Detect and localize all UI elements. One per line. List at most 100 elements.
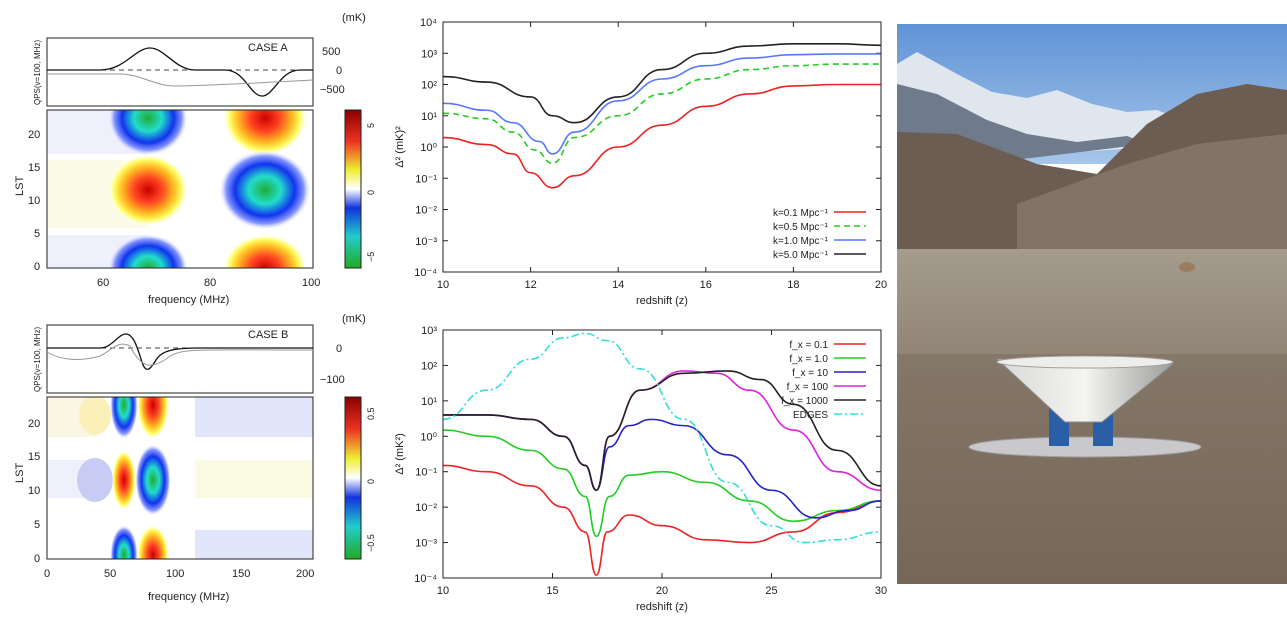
- bl-blob-soft: [79, 397, 111, 435]
- top-chart-ytick-label: 10⁻³: [415, 236, 437, 248]
- bottom-chart-series-line: [443, 414, 882, 519]
- bottom-chart-legend-label: EDGES: [793, 410, 828, 421]
- tl-case-label: CASE A: [248, 42, 288, 54]
- bl-blob-blue: [110, 397, 138, 439]
- bottom-chart-ytick-label: 10⁻²: [415, 502, 437, 514]
- top-chart-ytick-label: 10²: [421, 80, 437, 92]
- top-chart-ytick-label: 10⁰: [420, 142, 437, 154]
- bl-xtick: 50: [104, 568, 116, 580]
- bottom-chart-ytick-label: 10³: [421, 325, 437, 337]
- top-chart-ytick-label: 10³: [421, 48, 437, 60]
- ground-plane: [968, 436, 1202, 458]
- top-chart-xtick-label: 10: [437, 279, 449, 291]
- top-chart-plot-frame: [442, 21, 882, 273]
- bottom-chart-ytick-label: 10⁻³: [415, 538, 437, 550]
- tl-colorbar: [344, 109, 362, 269]
- top-chart-xlabel: redshift (z): [636, 295, 688, 307]
- bottom-chart-xtick-label: 15: [546, 585, 558, 597]
- top-chart-xtick-label: 16: [700, 279, 712, 291]
- tl-heat-ytick: 20: [28, 129, 40, 141]
- bl-heat-ytick: 10: [28, 485, 40, 497]
- bl-colorbar-tick: 0: [366, 479, 376, 484]
- tl-blob-blue: [219, 150, 311, 230]
- bl-heat-ytick: 5: [34, 519, 40, 531]
- bl-blob-soft: [77, 458, 113, 502]
- tl-dotted-curve: [47, 73, 314, 87]
- bottom-chart-xtick-label: 10: [437, 585, 449, 597]
- top-chart-series-line: [442, 53, 881, 155]
- top-chart-series-line: [442, 43, 882, 124]
- tl-colorbar-tick: 5: [366, 123, 376, 128]
- top-chart-xtick-label: 18: [787, 279, 799, 291]
- tl-line-ylabel: QPS(ν=100, MHz): [33, 40, 42, 105]
- tl-line-tick-1: 0: [336, 65, 342, 77]
- bottom-chart-legend-label: f_x = 100: [787, 382, 829, 393]
- bl-xtick: 100: [166, 568, 184, 580]
- top-chart-ylabel: Δ² (mK)²: [394, 126, 406, 168]
- bl-case-label: CASE B: [248, 329, 288, 341]
- bl-dotted-curve: [46, 343, 314, 366]
- bottom-left-panel: CASE B (mK) QPS(ν=100, MHz) 0 −100 LST 2…: [14, 313, 376, 603]
- tl-xtick: 80: [204, 277, 216, 289]
- bl-heatmap-frame: [46, 396, 314, 560]
- bottom-chart-series-line: [442, 332, 882, 544]
- bottom-chart-ylabel: Δ² (mK²): [394, 433, 406, 475]
- bl-line-frame: [46, 324, 314, 394]
- tl-blob-red: [223, 234, 307, 268]
- tl-blob-blue: [108, 234, 188, 268]
- tl-solid-curve: [47, 47, 313, 97]
- bottom-chart-series-line: [442, 429, 882, 538]
- tl-colorbar-tick: −5: [366, 252, 376, 262]
- bottom-chart-ytick-label: 10⁻⁴: [414, 573, 437, 585]
- bottom-chart-series-line: [442, 464, 882, 576]
- tl-xlabel: frequency (MHz): [148, 294, 229, 306]
- bottom-chart-ytick-label: 10²: [421, 360, 437, 372]
- hill-light: [1017, 134, 1287, 254]
- bl-line-tick-0: 0: [336, 343, 342, 355]
- power-spectrum-k-chart: 10⁻⁴ 10⁻³ 10⁻² 10⁻¹ 10⁰ 10¹ 10² 10³ 10⁴ 10 12 14 16 1…: [394, 17, 887, 307]
- bottom-chart-ytick-label: 10⁰: [420, 431, 437, 443]
- bottom-chart-legend-label: f_x = 1.0: [789, 354, 828, 365]
- bl-blob-red: [112, 450, 136, 510]
- tl-blob-red: [108, 154, 188, 226]
- bl-blob-blue: [135, 444, 171, 516]
- tl-colorbar-tick: 0: [366, 190, 376, 195]
- tl-line-frame: [46, 37, 314, 107]
- bl-line-ylabel: QPS(ν=100, MHz): [33, 327, 42, 392]
- bl-colorbar: [344, 396, 362, 560]
- bottom-chart-legend-label: f_x = 1000: [781, 396, 828, 407]
- tl-xtick: 100: [302, 277, 320, 289]
- bl-unit: (mK): [342, 313, 366, 325]
- top-chart-ytick-label: 10⁻²: [415, 205, 437, 217]
- bl-heat-ytick: 15: [28, 451, 40, 463]
- top-chart-xtick-label: 20: [875, 279, 887, 291]
- tl-line-tick-2: −500: [320, 84, 345, 96]
- bl-band: [195, 397, 313, 437]
- tl-heatmap-frame: [46, 109, 314, 269]
- tl-heat-ylabel: LST: [14, 176, 26, 196]
- tl-xtick: 60: [97, 277, 109, 289]
- top-chart-ytick-label: 10⁻¹: [415, 173, 437, 185]
- bl-blob-red: [137, 397, 169, 439]
- top-left-panel: CASE A (mK) QPS(ν=100, MHz) 500 0 −500 L…: [14, 12, 376, 306]
- top-chart-legend-label: k=1.0 Mpc⁻¹: [773, 236, 829, 247]
- top-chart-legend-label: k=5.0 Mpc⁻¹: [773, 250, 829, 261]
- bl-colorbar-tick: −0.5: [366, 534, 376, 552]
- tl-heat-ytick: 0: [34, 261, 40, 273]
- top-chart-legend-label: k=0.1 Mpc⁻¹: [773, 208, 829, 219]
- bl-colorbar-tick: 0.5: [366, 407, 376, 420]
- top-chart-legend-label: k=0.5 Mpc⁻¹: [773, 222, 829, 233]
- tl-line-tick-0: 500: [322, 46, 340, 58]
- top-chart-ytick-label: 10¹: [421, 111, 437, 123]
- tl-unit: (mK): [342, 12, 366, 24]
- tl-blob-blue: [108, 110, 188, 156]
- bottom-chart-series-line: [443, 370, 882, 492]
- bl-blob-red: [137, 525, 169, 559]
- bl-band: [195, 530, 313, 559]
- antenna-rim: [996, 355, 1174, 369]
- bottom-chart-ytick-label: 10⁻¹: [415, 467, 437, 479]
- bottom-chart-xlabel: redshift (z): [636, 601, 688, 613]
- bottom-chart-xtick-label: 25: [765, 585, 777, 597]
- tl-heat-ytick: 5: [34, 228, 40, 240]
- bl-xtick: 200: [296, 568, 314, 580]
